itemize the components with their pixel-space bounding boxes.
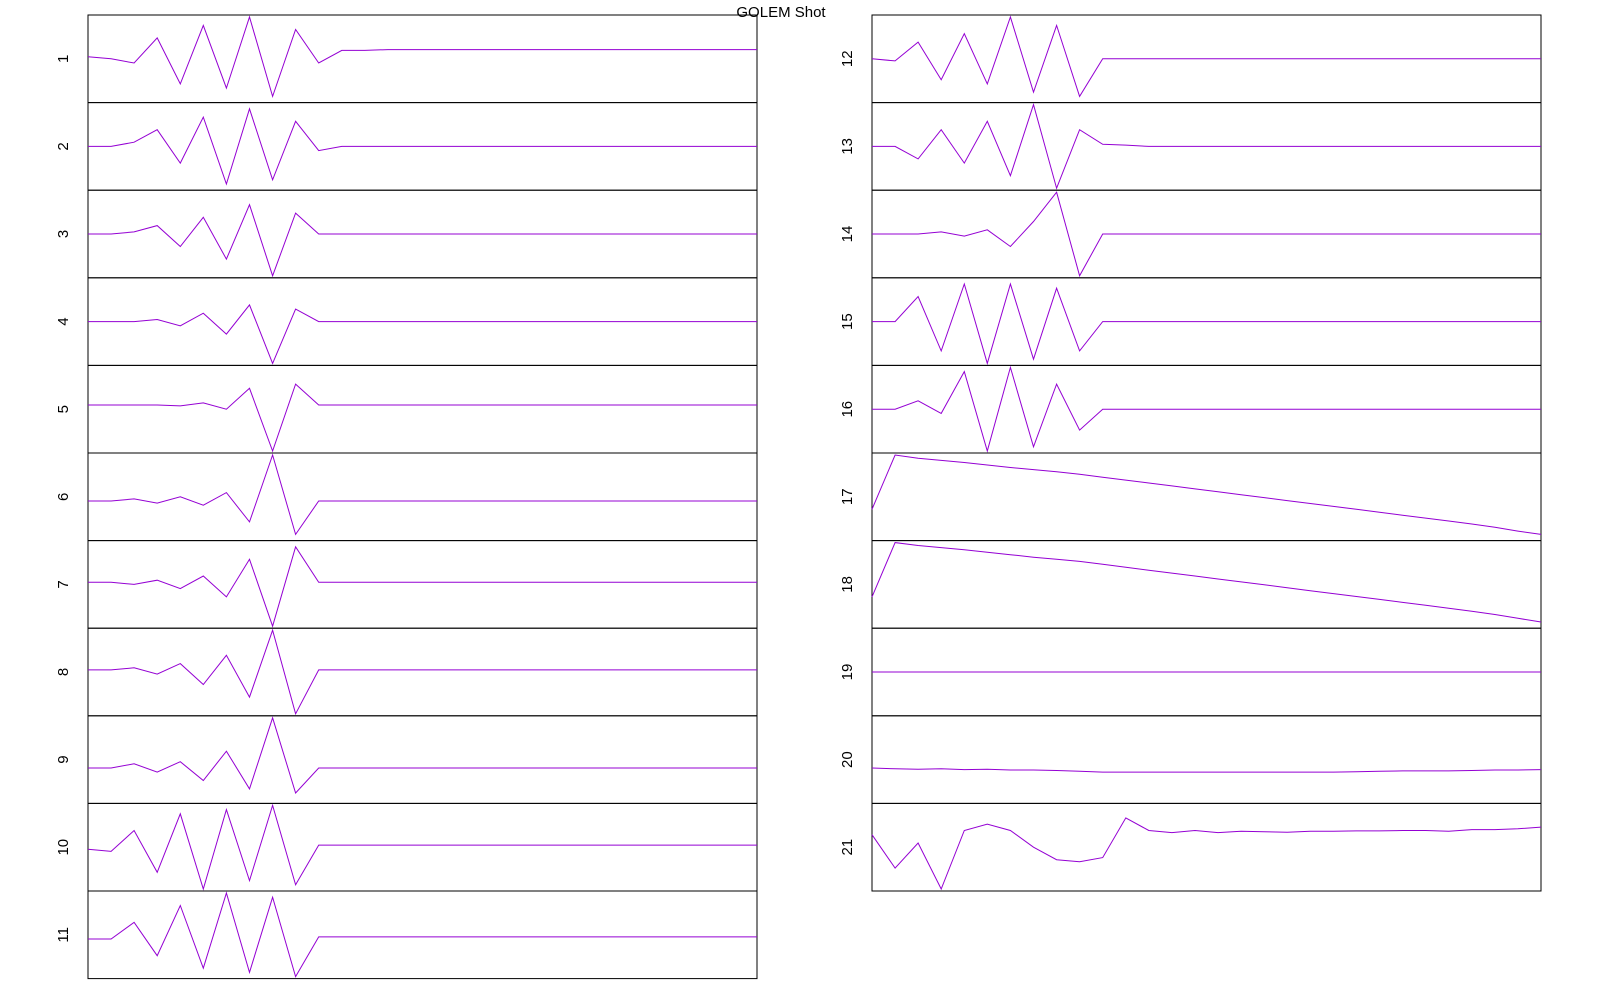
panel-label: 21 xyxy=(839,839,856,856)
panel-label: 2 xyxy=(55,142,72,150)
signal-line xyxy=(871,15,1541,98)
panel-frame xyxy=(87,627,758,717)
signal-line xyxy=(871,817,1542,891)
panel-frame xyxy=(87,890,758,980)
panel-frame xyxy=(871,715,1542,804)
signal-line xyxy=(88,303,757,365)
panel-frame xyxy=(871,540,1542,629)
panel-frame xyxy=(87,14,758,104)
panel-label: 3 xyxy=(55,230,72,238)
signal-line xyxy=(872,102,1541,190)
signal-line xyxy=(88,203,757,278)
panel-label: 13 xyxy=(839,138,856,155)
signal-line xyxy=(871,767,1542,773)
panel-label: 19 xyxy=(839,664,856,681)
panel-label: 6 xyxy=(55,493,72,501)
panel-frame xyxy=(87,802,758,892)
signal-line xyxy=(871,542,1542,623)
panel-frame xyxy=(87,364,758,454)
panel-label: 14 xyxy=(839,226,856,243)
signal-line xyxy=(88,628,757,716)
panel-label: 18 xyxy=(839,576,856,593)
panel-label: 16 xyxy=(839,401,856,418)
signal-line xyxy=(88,453,757,536)
panel-label: 5 xyxy=(55,405,72,413)
page-title: GOLEM Shot xyxy=(736,4,826,21)
panel-label: 20 xyxy=(839,751,856,768)
signal-line xyxy=(872,191,1541,278)
panel-label: 4 xyxy=(55,317,72,325)
signal-line xyxy=(87,803,757,891)
panel-label: 7 xyxy=(55,580,72,588)
signal-line xyxy=(88,383,757,453)
panel-frame xyxy=(87,452,758,542)
panel-label: 9 xyxy=(55,755,72,763)
signal-line xyxy=(871,454,1542,535)
panel-label: 17 xyxy=(839,488,856,505)
panel-label: 1 xyxy=(55,55,72,63)
panel-frame xyxy=(87,715,758,804)
panel-frame xyxy=(871,452,1542,542)
panel-frame xyxy=(871,802,1542,892)
panel-label: 11 xyxy=(55,927,72,943)
panel-label: 8 xyxy=(55,668,72,676)
signal-line xyxy=(88,891,757,978)
signal-line xyxy=(872,282,1541,366)
signal-line xyxy=(88,545,757,628)
panel-label: 10 xyxy=(55,839,72,856)
signal-line xyxy=(88,716,757,794)
panel-label: 15 xyxy=(839,313,856,330)
signal-line xyxy=(87,15,757,99)
signal-line xyxy=(88,107,757,186)
signal-line xyxy=(872,365,1541,453)
panel-label: 12 xyxy=(839,50,856,67)
